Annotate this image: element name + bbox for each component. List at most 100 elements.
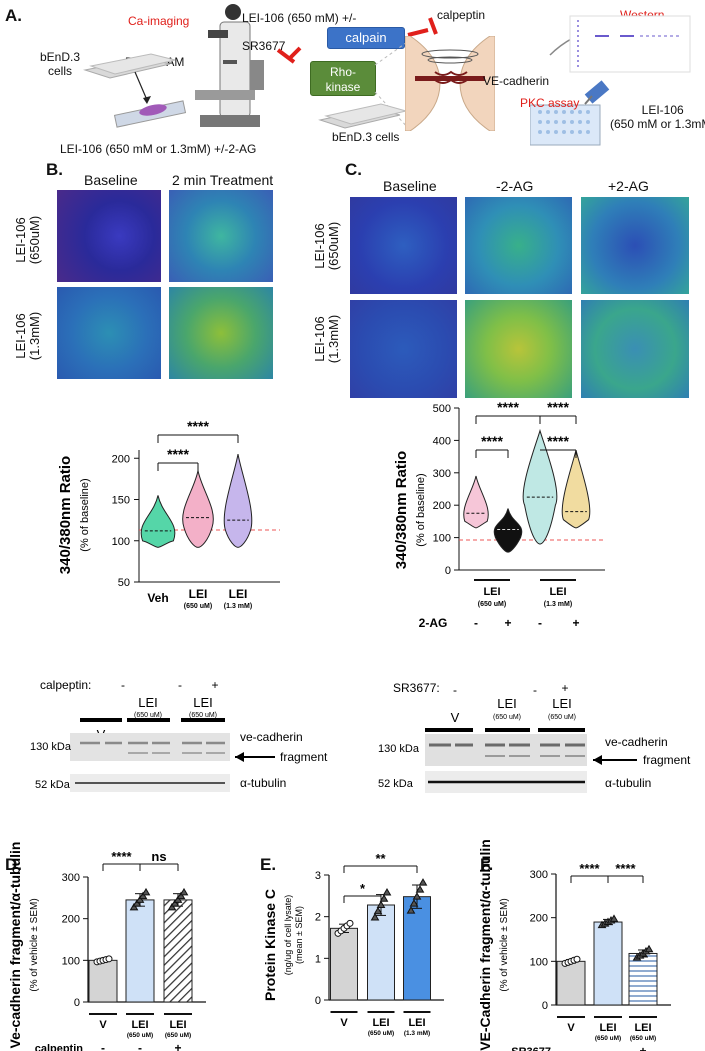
blot-left-fragment: fragment bbox=[280, 750, 328, 764]
ytick-label: 0 bbox=[315, 995, 321, 1007]
lei-bottom-label: LEI-106 (650 mM or 1.3mM) +/-2-AG bbox=[60, 142, 257, 156]
panel-b-label: B. bbox=[46, 160, 63, 179]
micrograph-c-baseline-13 bbox=[350, 300, 457, 398]
bar bbox=[593, 921, 623, 1006]
blot-left-lane-1: LEI bbox=[138, 695, 158, 710]
chart-b-ytick: 150 bbox=[112, 495, 130, 507]
blot-left-sign-2: + bbox=[211, 678, 218, 692]
data-point bbox=[176, 891, 186, 900]
blot-right-kda2: 52 kDa bbox=[378, 778, 414, 790]
chart-d: Ve-cadherin fragment/α-tubulin (% of veh… bbox=[7, 842, 206, 1051]
data-point bbox=[409, 899, 419, 907]
chart-c-group-sub-1: (1.3 mM) bbox=[544, 601, 572, 608]
treatment-sign: + bbox=[639, 1044, 646, 1051]
ytick-label: 3 bbox=[315, 870, 321, 882]
data-point bbox=[382, 888, 392, 896]
data-point bbox=[105, 955, 113, 963]
data-point bbox=[132, 899, 142, 907]
ytick-label: 300 bbox=[62, 872, 80, 884]
ytick-label: 1 bbox=[315, 953, 321, 965]
treatment-sign: - bbox=[606, 1044, 610, 1051]
data-point bbox=[376, 900, 386, 908]
panel-c-col2: -2-AG bbox=[496, 178, 534, 194]
significance-label: **** bbox=[615, 861, 636, 876]
panel-d-label: D. bbox=[5, 855, 22, 874]
blot-left-lane-2: LEI bbox=[193, 695, 213, 710]
category-label: LEI bbox=[131, 1019, 148, 1031]
pathway-arrows bbox=[276, 17, 438, 131]
significance-label: **** bbox=[579, 861, 600, 876]
treatment-sign: - bbox=[101, 1041, 105, 1051]
pkc-assay-label: PKC assay bbox=[520, 96, 580, 110]
data-point bbox=[373, 906, 383, 915]
chart-d-ylabel: Ve-cadherin fragment/α-tubulin bbox=[7, 842, 23, 1049]
blot-right-kda1: 130 kDa bbox=[378, 743, 420, 755]
bar bbox=[88, 959, 118, 1003]
data-point bbox=[573, 955, 581, 963]
micrograph-b-baseline-13 bbox=[57, 287, 161, 379]
data-point bbox=[406, 906, 416, 914]
data-point bbox=[412, 892, 422, 900]
data-point bbox=[129, 902, 139, 911]
chart-c-2ag-2: - bbox=[538, 616, 542, 630]
panel-c-row1: LEI-106 (650uM) bbox=[312, 221, 341, 271]
treatment-sign: - bbox=[569, 1044, 573, 1051]
ytick-label: 2 bbox=[315, 912, 321, 924]
chart-c-violin bbox=[522, 428, 558, 545]
bar bbox=[330, 927, 358, 1001]
bar bbox=[403, 896, 431, 1001]
chart-b-ytick: 100 bbox=[112, 536, 130, 548]
chart-f-ylabel-sub: (% of vehicle ± SEM) bbox=[499, 898, 510, 991]
chart-c-violin bbox=[493, 508, 523, 553]
category-label: LEI bbox=[408, 1017, 425, 1029]
treatment-sign: + bbox=[174, 1041, 181, 1051]
chart-d-ylabel-sub: (% of vehicle ± SEM) bbox=[29, 898, 40, 991]
panel-b-row1: LEI-106 (650uM) bbox=[13, 215, 42, 265]
bar bbox=[367, 904, 395, 1001]
blot-right-fragment: fragment bbox=[643, 753, 691, 767]
chart-b-ylabel-sub: (% of baseline) bbox=[79, 478, 91, 551]
chart-b-violin bbox=[182, 470, 214, 548]
chart-c-sig-0: **** bbox=[481, 433, 503, 449]
chart-c-group-1: LEI bbox=[549, 586, 566, 598]
bar bbox=[125, 899, 155, 1003]
chart-c: 340/380nm Ratio (% of baseline) 500 400 30… bbox=[393, 399, 605, 630]
data-point bbox=[644, 944, 654, 953]
ca-imaging-label: Ca-imaging bbox=[128, 14, 190, 28]
blot-right-sr: SR3677: bbox=[393, 681, 440, 695]
ytick-label: 0 bbox=[74, 997, 80, 1009]
panel-a-label: A. bbox=[5, 6, 22, 25]
data-point bbox=[346, 919, 354, 927]
ve-cadherin-label: VE-cadherin bbox=[483, 74, 550, 88]
significance-label: ns bbox=[151, 849, 166, 864]
chart-c-2ag-0: - bbox=[474, 616, 478, 630]
data-point bbox=[609, 914, 619, 922]
category-sublabel: (1.3 mM) bbox=[404, 1030, 430, 1037]
significance-label: **** bbox=[111, 849, 132, 864]
category-label: V bbox=[567, 1022, 575, 1034]
sr3677-label: SR3677 bbox=[242, 39, 286, 53]
treatment-label: calpeptin bbox=[35, 1043, 84, 1051]
blot-left: calpeptin: - - + V LEI (650 uM) LEI (650… bbox=[30, 678, 328, 792]
chart-b-cat-0: Veh bbox=[147, 591, 168, 605]
ytick-label: 100 bbox=[530, 956, 548, 968]
category-label: LEI bbox=[169, 1019, 186, 1031]
blot-right-lane-sub-1: (650 uM) bbox=[493, 714, 521, 721]
microscope-illustration bbox=[83, 4, 264, 128]
blot-left-lane-sub-2: (650 uM) bbox=[189, 712, 217, 719]
chart-b-violin bbox=[140, 495, 176, 548]
panel-c-row2: LEI-106 (1.3mM) bbox=[312, 314, 341, 364]
blot-right-sign-0: - bbox=[453, 683, 457, 697]
calpain-box: calpain bbox=[327, 27, 405, 49]
chart-c-ylabel: 340/380nm Ratio bbox=[393, 451, 410, 569]
panel-f-label: F. bbox=[480, 855, 494, 874]
chart-c-violin bbox=[463, 475, 489, 529]
bar bbox=[556, 960, 586, 1006]
micrograph-c-minus-650 bbox=[465, 197, 572, 294]
chart-c-sig-2: **** bbox=[547, 399, 569, 415]
blot-left-sign-1: - bbox=[178, 678, 182, 692]
blot-right-tubulin: α-tubulin bbox=[605, 776, 651, 790]
panel-b-row2: LEI-106 (1.3mM) bbox=[13, 311, 42, 361]
blot-right-sign-1: - bbox=[533, 683, 537, 697]
blot-right-lane-2: LEI bbox=[552, 696, 572, 711]
